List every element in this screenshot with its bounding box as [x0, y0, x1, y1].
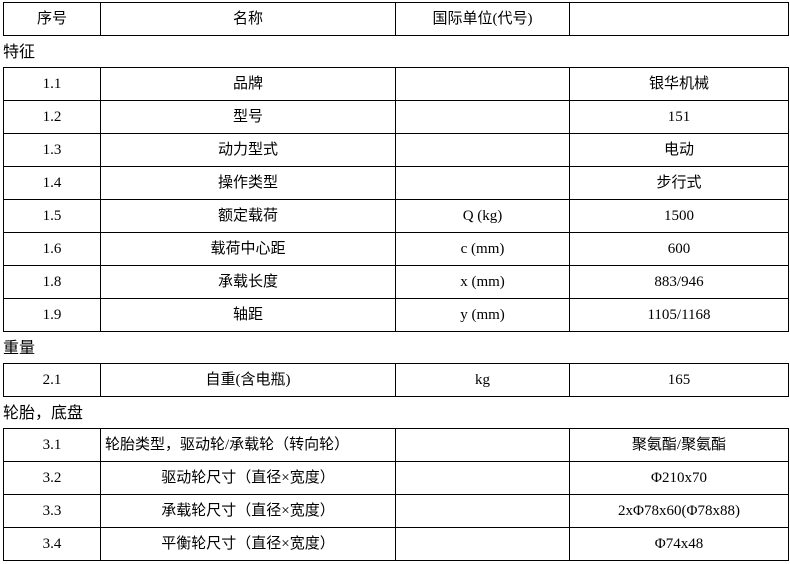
table-row: 1.2 型号 151 [3, 100, 789, 134]
row-unit-cell [395, 133, 570, 167]
row-value-cell: 聚氨酯/聚氨酯 [569, 428, 789, 462]
row-value-cell: 883/946 [569, 265, 789, 299]
row-serial-cell: 1.1 [3, 67, 101, 101]
row-serial-cell: 2.1 [3, 363, 101, 397]
header-cell-serial: 序号 [3, 2, 101, 36]
row-value-cell: 151 [569, 100, 789, 134]
row-unit-cell: x (mm) [395, 265, 570, 299]
header-row: 序号 名称 国际单位(代号) [3, 2, 789, 36]
section: 轮胎，底盘 3.1 轮胎类型，驱动轮/承载轮（转向轮） 聚氨酯/聚氨酯 3.2 … [3, 403, 790, 561]
row-value-cell: 电动 [569, 133, 789, 167]
row-name-cell: 载荷中心距 [100, 232, 396, 266]
row-unit-cell: c (mm) [395, 232, 570, 266]
row-unit-cell [395, 461, 570, 495]
row-serial-cell: 3.3 [3, 494, 101, 528]
header-table: 序号 名称 国际单位(代号) [3, 2, 789, 36]
section-title: 特征 [3, 44, 36, 61]
row-name-cell: 平衡轮尺寸（直径×宽度） [100, 527, 396, 561]
row-name-cell: 轮胎类型，驱动轮/承载轮（转向轮） [100, 428, 396, 462]
table-row: 3.3 承载轮尺寸（直径×宽度） 2xΦ78x60(Φ78x88) [3, 494, 789, 528]
section: 特征 1.1 品牌 银华机械 1.2 型号 151 1.3 动力型式 电动 [3, 42, 790, 332]
row-serial-cell: 1.3 [3, 133, 101, 167]
row-value-cell: 165 [569, 363, 789, 397]
row-name-cell: 轴距 [100, 298, 396, 332]
spec-table-body: 3.1 轮胎类型，驱动轮/承载轮（转向轮） 聚氨酯/聚氨酯 3.2 驱动轮尺寸（… [3, 428, 789, 561]
row-unit-cell [395, 67, 570, 101]
row-unit-cell [395, 100, 570, 134]
row-name-cell: 型号 [100, 100, 396, 134]
spec-table: 3.1 轮胎类型，驱动轮/承载轮（转向轮） 聚氨酯/聚氨酯 3.2 驱动轮尺寸（… [3, 428, 789, 561]
table-row: 1.8 承载长度 x (mm) 883/946 [3, 265, 789, 299]
table-row: 3.2 驱动轮尺寸（直径×宽度） Φ210x70 [3, 461, 789, 495]
row-unit-cell: Q (kg) [395, 199, 570, 233]
row-name-cell: 承载轮尺寸（直径×宽度） [100, 494, 396, 528]
table-row: 2.1 自重(含电瓶) kg 165 [3, 363, 789, 397]
table-row: 3.4 平衡轮尺寸（直径×宽度） Φ74x48 [3, 527, 789, 561]
row-serial-cell: 1.5 [3, 199, 101, 233]
spec-table-body: 2.1 自重(含电瓶) kg 165 [3, 363, 789, 397]
table-row: 1.4 操作类型 步行式 [3, 166, 789, 200]
row-serial-cell: 3.1 [3, 428, 101, 462]
row-name-cell: 动力型式 [100, 133, 396, 167]
row-unit-cell [395, 527, 570, 561]
row-unit-cell [395, 494, 570, 528]
table-row: 1.1 品牌 银华机械 [3, 67, 789, 101]
row-value-cell: 1105/1168 [569, 298, 789, 332]
table-row: 1.3 动力型式 电动 [3, 133, 789, 167]
table-row: 3.1 轮胎类型，驱动轮/承载轮（转向轮） 聚氨酯/聚氨酯 [3, 428, 789, 462]
row-unit-cell [395, 428, 570, 462]
section-title: 轮胎，底盘 [3, 405, 84, 422]
row-name-cell: 承载长度 [100, 265, 396, 299]
row-value-cell: Φ210x70 [569, 461, 789, 495]
row-serial-cell: 1.2 [3, 100, 101, 134]
row-value-cell: 600 [569, 232, 789, 266]
table-row: 1.9 轴距 y (mm) 1105/1168 [3, 298, 789, 332]
row-name-cell: 自重(含电瓶) [100, 363, 396, 397]
row-unit-cell: y (mm) [395, 298, 570, 332]
section-title: 重量 [3, 340, 36, 357]
sections: 特征 1.1 品牌 银华机械 1.2 型号 151 1.3 动力型式 电动 [3, 42, 790, 561]
row-value-cell: 2xΦ78x60(Φ78x88) [569, 494, 789, 528]
header-cell-name: 名称 [100, 2, 396, 36]
spec-table-body: 1.1 品牌 银华机械 1.2 型号 151 1.3 动力型式 电动 1.4 操… [3, 67, 789, 332]
row-value-cell: 步行式 [569, 166, 789, 200]
row-serial-cell: 1.8 [3, 265, 101, 299]
table-row: 1.6 载荷中心距 c (mm) 600 [3, 232, 789, 266]
section: 重量 2.1 自重(含电瓶) kg 165 [3, 338, 790, 397]
row-name-cell: 驱动轮尺寸（直径×宽度） [100, 461, 396, 495]
spec-table: 2.1 自重(含电瓶) kg 165 [3, 363, 789, 397]
row-serial-cell: 1.6 [3, 232, 101, 266]
row-serial-cell: 3.2 [3, 461, 101, 495]
row-value-cell: Φ74x48 [569, 527, 789, 561]
row-unit-cell [395, 166, 570, 200]
header-cell-unit: 国际单位(代号) [395, 2, 570, 36]
spec-table: 1.1 品牌 银华机械 1.2 型号 151 1.3 动力型式 电动 1.4 操… [3, 67, 789, 332]
row-name-cell: 操作类型 [100, 166, 396, 200]
row-value-cell: 1500 [569, 199, 789, 233]
row-name-cell: 品牌 [100, 67, 396, 101]
row-serial-cell: 3.4 [3, 527, 101, 561]
table-row: 1.5 额定载荷 Q (kg) 1500 [3, 199, 789, 233]
row-serial-cell: 1.4 [3, 166, 101, 200]
row-value-cell: 银华机械 [569, 67, 789, 101]
row-unit-cell: kg [395, 363, 570, 397]
row-serial-cell: 1.9 [3, 298, 101, 332]
header-cell-value [569, 2, 789, 36]
row-name-cell: 额定载荷 [100, 199, 396, 233]
